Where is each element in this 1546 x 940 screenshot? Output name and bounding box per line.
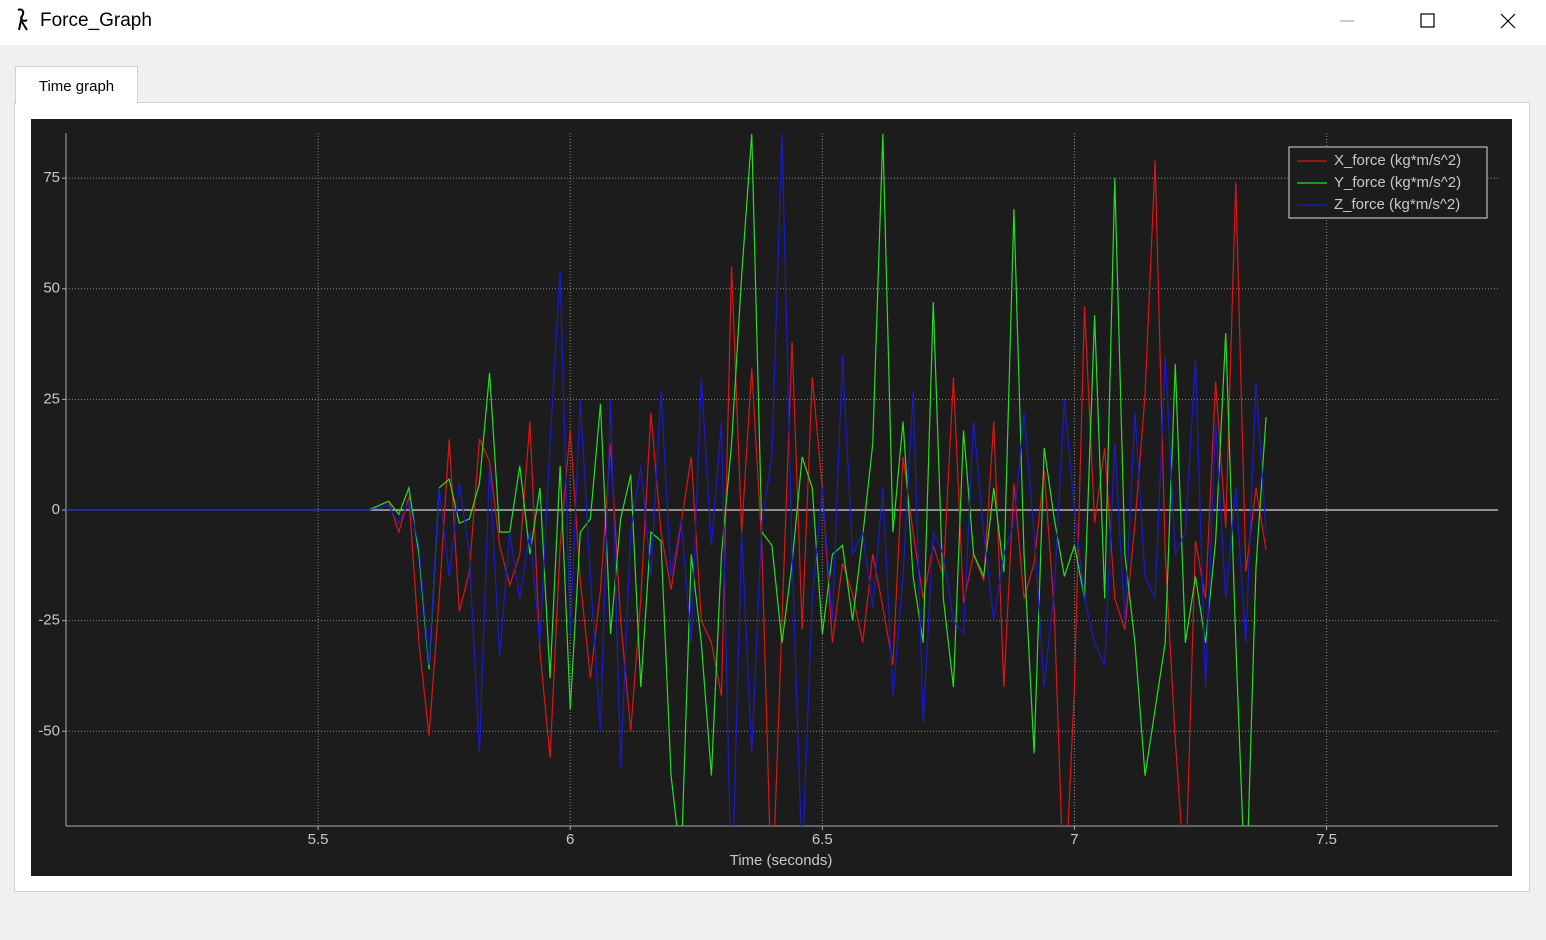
y-tick-label: 75 [43, 169, 60, 186]
app-icon [17, 8, 28, 31]
x-tick-label: 6.5 [812, 831, 833, 848]
maximize-button[interactable] [1420, 13, 1435, 28]
y-tick-label: 0 [52, 501, 60, 518]
window-title: Force_Graph [40, 10, 152, 31]
window-controls [1340, 13, 1516, 29]
tab[interactable]: Time graph [15, 66, 138, 104]
legend-label: Z_force (kg*m/s^2) [1334, 196, 1460, 213]
plot-area [66, 133, 1267, 826]
series-line [66, 133, 1267, 826]
x-tick-label: 7 [1070, 831, 1078, 848]
y-tick-label: 50 [43, 280, 60, 297]
x-tick-label: 7.5 [1316, 831, 1337, 848]
x-tick-label: 5.5 [308, 831, 329, 848]
x-tick-label: 6 [566, 831, 574, 848]
chart-background [31, 119, 1512, 876]
legend-label: Y_force (kg*m/s^2) [1334, 174, 1461, 191]
series-line [66, 160, 1267, 826]
chart: Time (seconds) -50 -25 0 25 50 75 5.5 6 6.5 7 7.5 X… [31, 119, 1512, 876]
y-tick-label: -50 [38, 722, 60, 739]
y-tick-label: -25 [38, 612, 60, 629]
title-bar: Force_Graph [0, 0, 1546, 45]
close-button[interactable] [1500, 13, 1516, 29]
y-tick-label: 25 [43, 390, 60, 407]
legend-label: X_force (kg*m/s^2) [1334, 152, 1461, 169]
x-axis-label: Time (seconds) [730, 852, 833, 869]
